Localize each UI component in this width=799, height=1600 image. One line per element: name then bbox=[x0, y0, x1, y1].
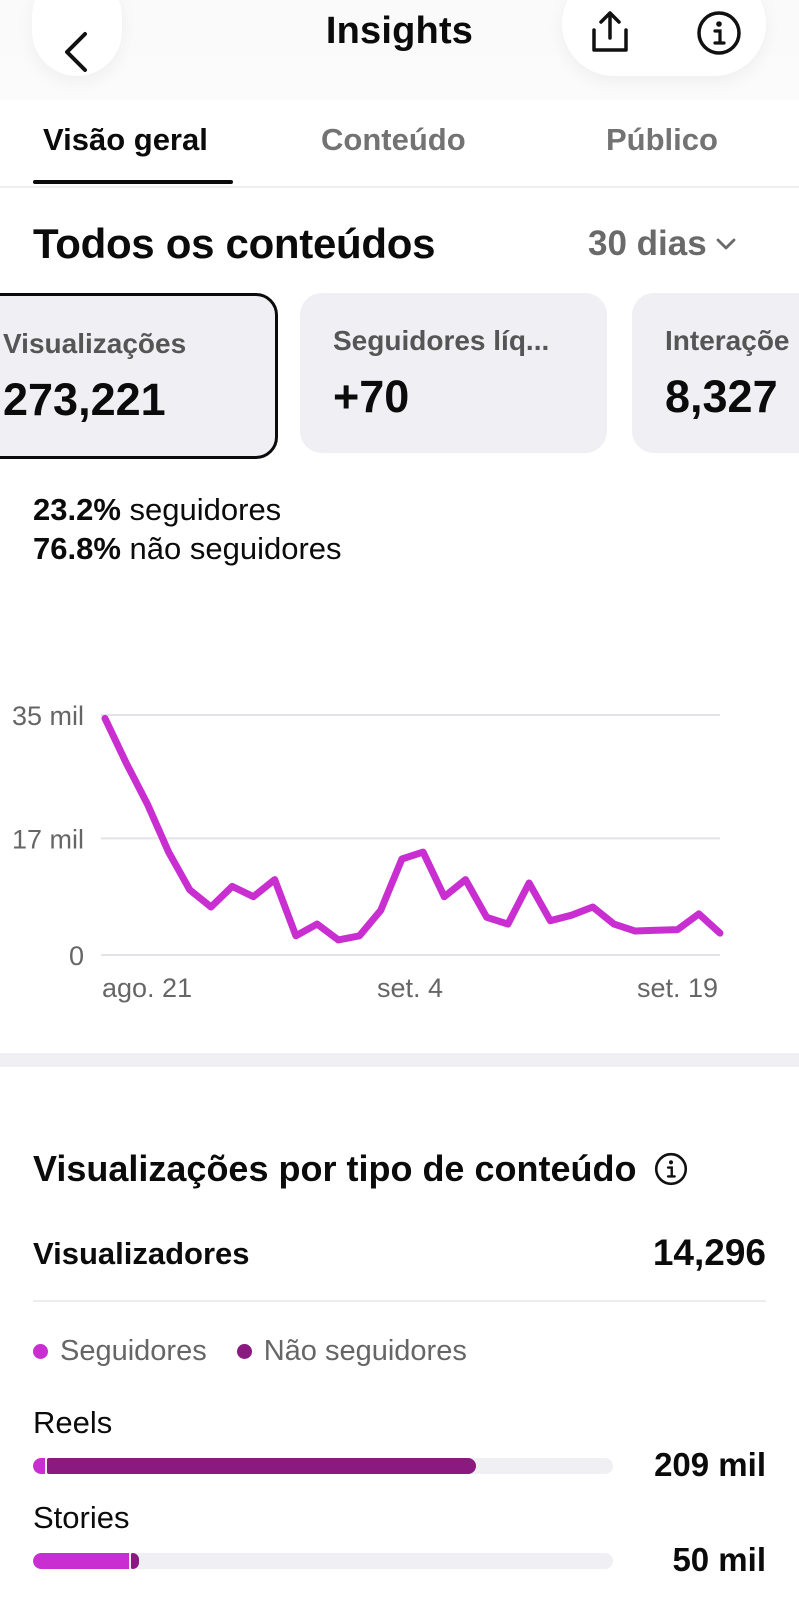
bar-segment-nonfollowers bbox=[46, 1458, 476, 1474]
share-icon bbox=[592, 11, 628, 52]
bar-label-reels: Reels bbox=[33, 1405, 113, 1440]
tab-bar: Visão geral Conteúdo Público bbox=[0, 108, 799, 188]
y-tick-label: 17 mil bbox=[12, 824, 84, 854]
y-tick-label: 35 mil bbox=[12, 701, 84, 731]
legend-dot-followers bbox=[33, 1344, 48, 1359]
metric-value: 273,221 bbox=[3, 374, 166, 425]
chevron-down-icon bbox=[716, 238, 736, 250]
metric-label: Visualizações bbox=[3, 328, 187, 359]
metric-card-interactions[interactable]: Interaçõe 8,327 bbox=[632, 293, 799, 453]
header-actions bbox=[562, 0, 766, 76]
section-title: Todos os conteúdos bbox=[33, 220, 436, 267]
followers-percent: 23.2% bbox=[33, 492, 121, 527]
content-type-title: Visualizações por tipo de conteúdo bbox=[33, 1148, 688, 1190]
info-icon bbox=[697, 11, 741, 55]
x-tick-label: set. 19 bbox=[637, 973, 718, 1003]
y-tick-label: 0 bbox=[69, 941, 84, 971]
views-line-chart: 35 mil 17 mil 0 ago. 21 set. 4 set. 19 bbox=[12, 701, 724, 1003]
legend-label: Seguidores bbox=[60, 1335, 207, 1367]
chevron-left-icon bbox=[65, 32, 87, 72]
legend-label: Não seguidores bbox=[263, 1335, 467, 1367]
back-button[interactable] bbox=[32, 0, 122, 76]
followers-split-label: seguidores bbox=[129, 492, 282, 527]
page-title: Insights bbox=[325, 10, 474, 52]
metric-card-net-followers[interactable]: Seguidores líq... +70 bbox=[300, 293, 607, 453]
nonfollowers-split-line: 76.8% não seguidores bbox=[33, 529, 342, 568]
metric-label: Interaçõe bbox=[665, 325, 790, 356]
chart-legend: Seguidores Não seguidores bbox=[33, 1335, 467, 1368]
audience-split: 23.2% seguidores 76.8% não seguidores bbox=[33, 490, 342, 568]
bar-value-stories: 50 mil bbox=[672, 1541, 766, 1578]
viewers-label: Visualizadores bbox=[33, 1236, 250, 1271]
date-range-selector[interactable]: 30 dias bbox=[588, 224, 737, 264]
info-button[interactable] bbox=[696, 10, 742, 56]
metric-label: Seguidores líq... bbox=[333, 325, 550, 356]
viewers-value: 14,296 bbox=[652, 1232, 766, 1273]
active-tab-indicator bbox=[33, 180, 233, 184]
legend-nonfollowers: Não seguidores bbox=[236, 1335, 467, 1368]
metric-value: 8,327 bbox=[665, 371, 778, 422]
metric-value: +70 bbox=[333, 371, 410, 422]
share-button[interactable] bbox=[588, 10, 632, 54]
legend-dot-nonfollowers bbox=[236, 1344, 252, 1359]
followers-split-line: 23.2% seguidores bbox=[33, 490, 342, 529]
series-line bbox=[101, 714, 724, 944]
bar-label-stories: Stories bbox=[33, 1500, 130, 1535]
bar-track-reels bbox=[33, 1458, 613, 1474]
x-tick-label: ago. 21 bbox=[102, 973, 192, 1003]
x-tick-label: set. 4 bbox=[377, 973, 443, 1003]
bar-segment-followers bbox=[33, 1553, 129, 1569]
info-icon[interactable] bbox=[654, 1152, 688, 1186]
tab-audience[interactable]: Público bbox=[606, 122, 718, 157]
bar-value-reels: 209 mil bbox=[654, 1446, 766, 1483]
bar-track-stories bbox=[33, 1553, 613, 1569]
section-divider bbox=[0, 1053, 799, 1067]
legend-followers: Seguidores bbox=[33, 1335, 207, 1368]
date-range-label: 30 dias bbox=[588, 224, 707, 263]
content-type-title-text: Visualizações por tipo de conteúdo bbox=[33, 1148, 637, 1189]
bar-segment-followers bbox=[33, 1458, 45, 1474]
divider bbox=[33, 1300, 766, 1302]
nonfollowers-percent: 76.8% bbox=[33, 531, 121, 566]
tab-overview[interactable]: Visão geral bbox=[43, 122, 208, 157]
tab-content[interactable]: Conteúdo bbox=[321, 122, 466, 157]
nonfollowers-split-label: não seguidores bbox=[129, 531, 342, 566]
metric-card-views[interactable]: Visualizações 273,221 bbox=[0, 293, 278, 459]
bar-segment-nonfollowers bbox=[130, 1553, 140, 1569]
